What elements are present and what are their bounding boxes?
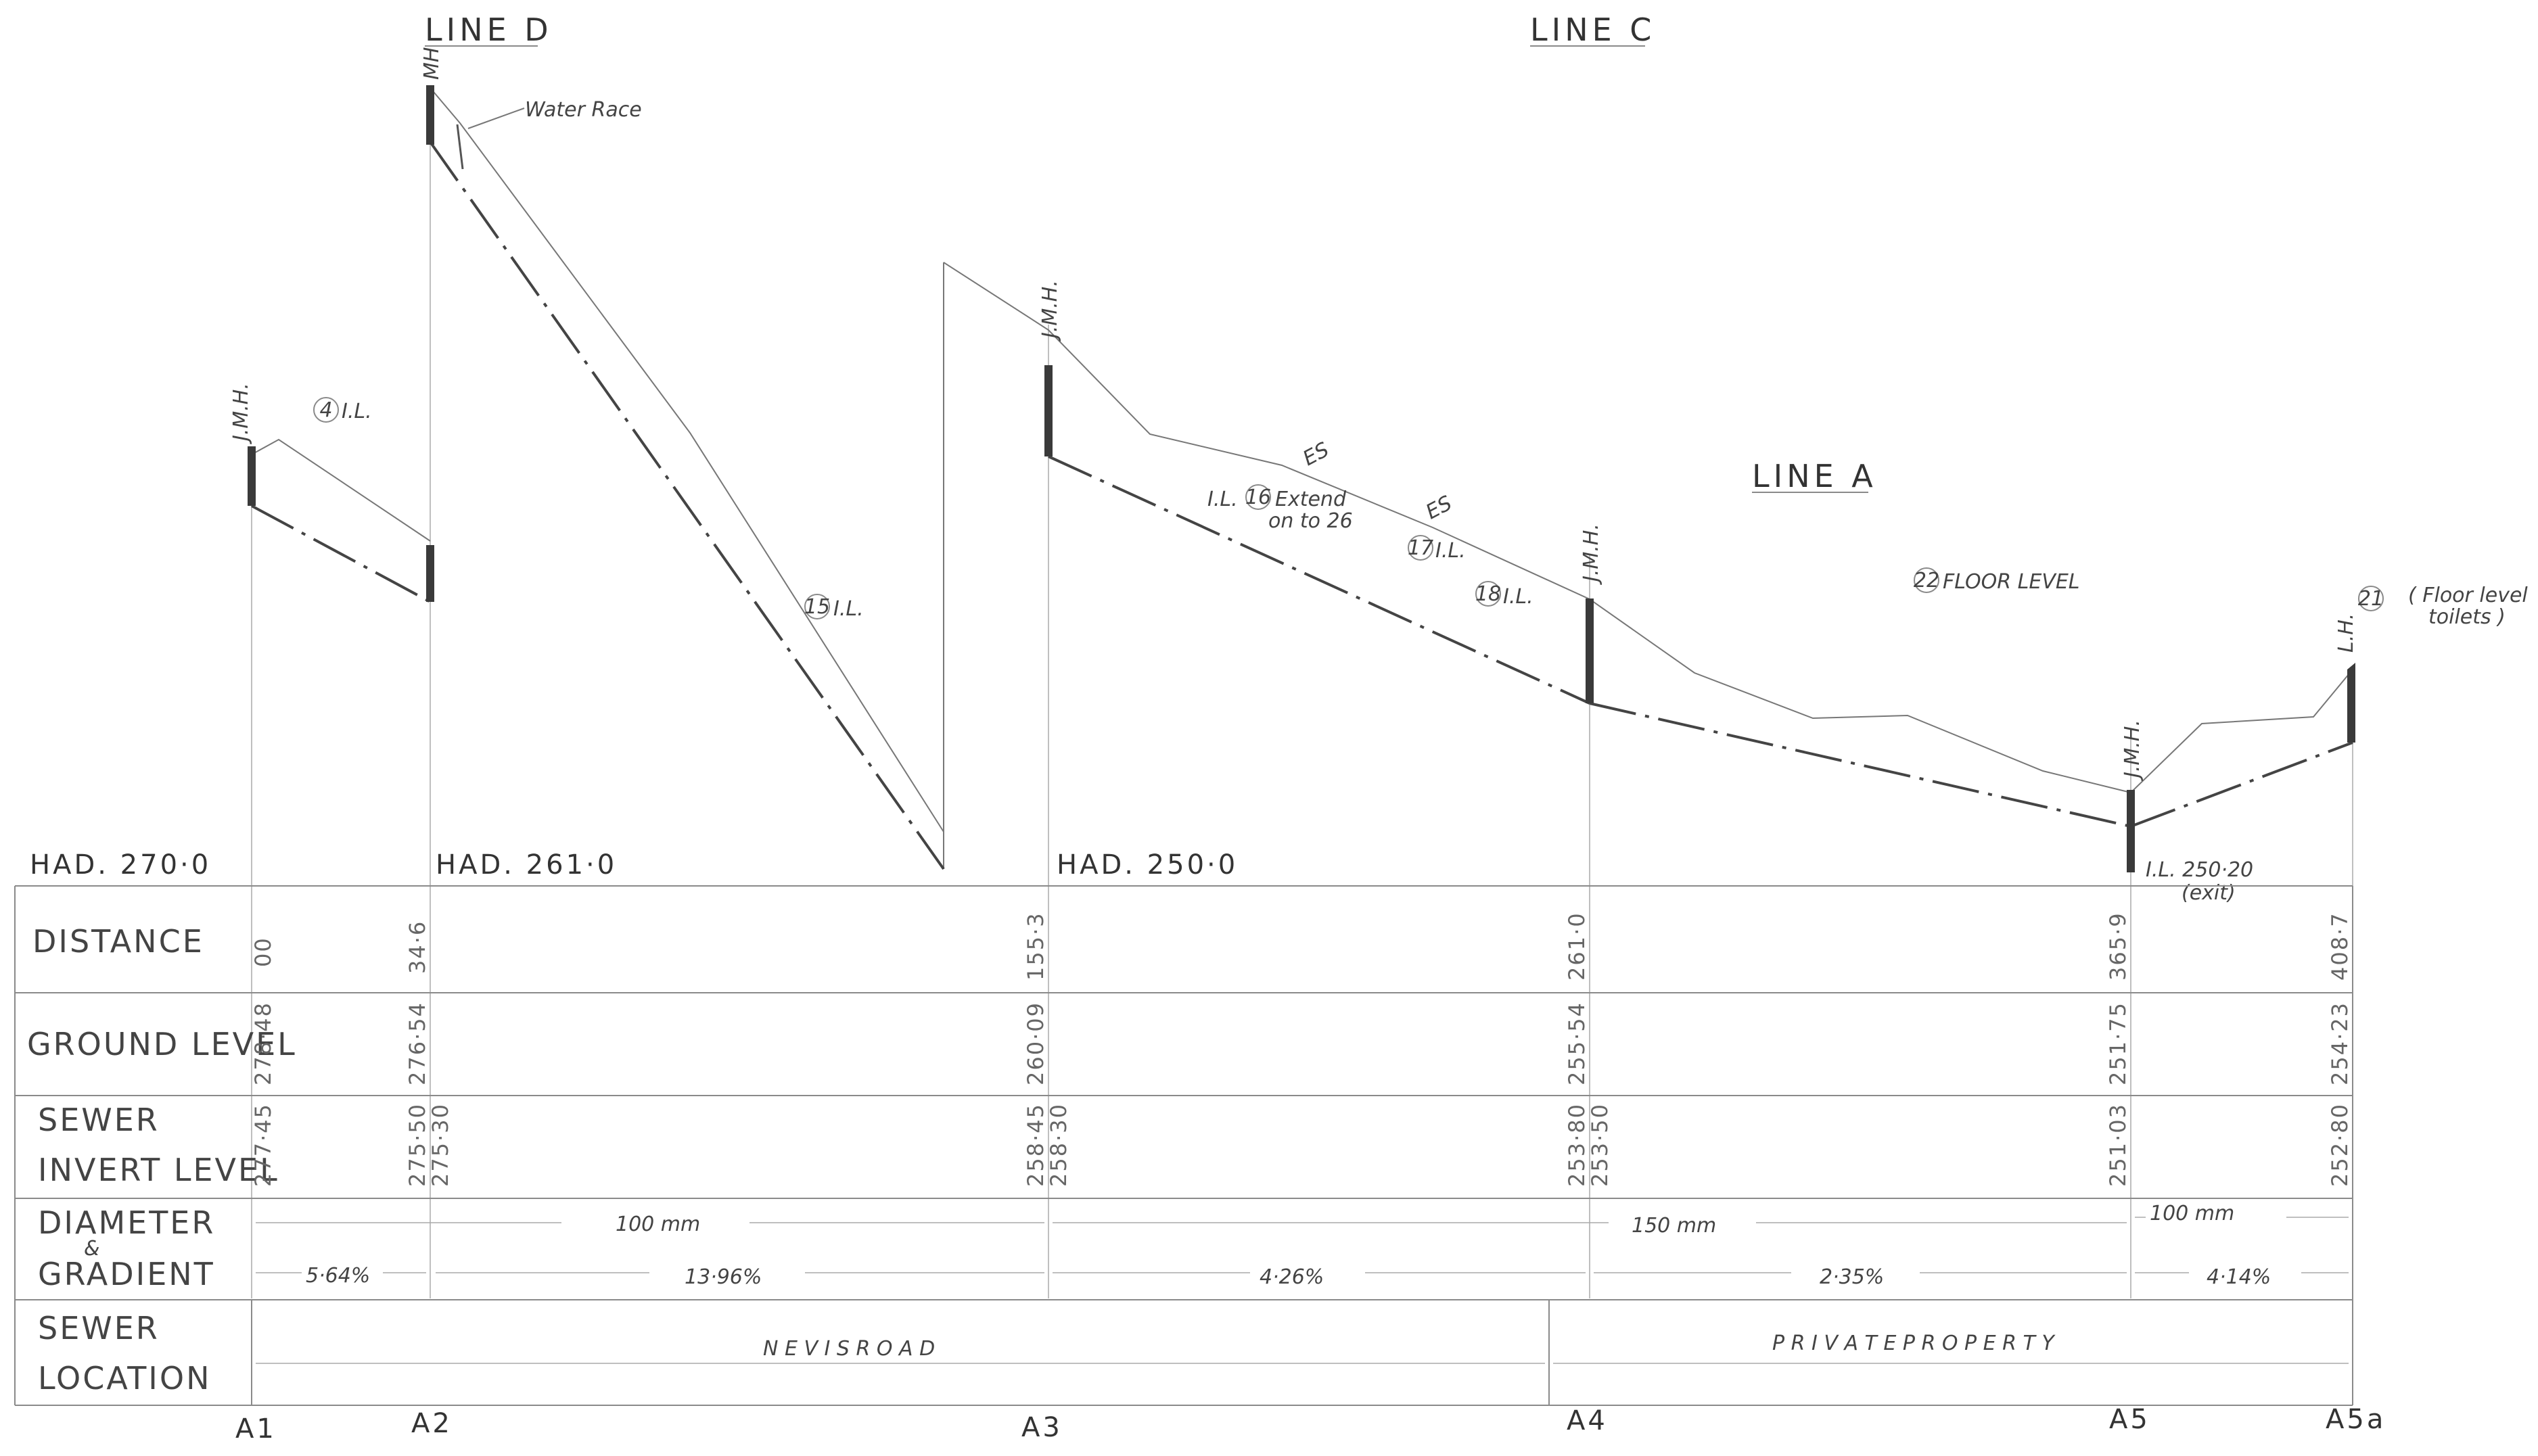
invert-a5: 251·03 bbox=[2105, 1103, 2131, 1187]
line-a-title: LINE A bbox=[1752, 458, 1877, 494]
invert-a1: 277·45 bbox=[250, 1103, 276, 1187]
ground-a1: 278·48 bbox=[250, 1002, 276, 1085]
gradient-a1-a2: 5·64% bbox=[306, 1264, 370, 1288]
svg-text:I.L.: I.L. bbox=[342, 400, 372, 423]
station-values: 00 278·48 277·45 34·6 276·54 275·50 275·… bbox=[250, 912, 2353, 1187]
row-sewer-invert-1: SEWER bbox=[38, 1102, 160, 1138]
location-nevis-road: N E V I S R O A D bbox=[763, 1337, 935, 1361]
datum-261: HAD. 261·0 bbox=[436, 849, 617, 880]
diameter-dimensions bbox=[256, 1217, 2349, 1223]
invert-a3-1: 258·45 bbox=[1023, 1103, 1048, 1187]
svg-text:I.L.: I.L. bbox=[1207, 488, 1238, 511]
invert-a5a: 252·80 bbox=[2327, 1103, 2353, 1187]
distance-a2: 34·6 bbox=[405, 920, 430, 974]
svg-text:17: 17 bbox=[1408, 536, 1433, 560]
invert-a4-1: 253·80 bbox=[1564, 1103, 1590, 1187]
table-grid bbox=[14, 885, 2353, 1406]
station-a2: A2 bbox=[411, 1408, 453, 1439]
distance-a1: 00 bbox=[250, 937, 276, 967]
svg-text:Extend: Extend bbox=[1275, 488, 1347, 511]
row-gradient: GRADIENT bbox=[38, 1256, 215, 1292]
gradient-a5-a5a: 4·14% bbox=[2207, 1265, 2271, 1289]
il-exit-label: I.L. 250·20 bbox=[2146, 858, 2253, 882]
row-location-1: SEWER bbox=[38, 1310, 160, 1346]
water-race-marker: Water Race bbox=[456, 98, 642, 170]
annotation-15: 15 I.L. bbox=[804, 594, 864, 621]
jmh-label-a3: J.M.H. bbox=[1038, 280, 1062, 342]
location-private-property: P R I V A T E P R O P E R T Y bbox=[1772, 1332, 2056, 1355]
invert-a2-2: 275·30 bbox=[428, 1103, 453, 1187]
svg-text:22: 22 bbox=[1914, 569, 1939, 592]
invert-a3-2: 258·30 bbox=[1046, 1103, 1071, 1187]
lamphole-a5a bbox=[2347, 663, 2355, 743]
svg-text:15: 15 bbox=[804, 595, 830, 619]
ground-a5: 251·75 bbox=[2105, 1002, 2131, 1085]
distance-a3: 155·3 bbox=[1023, 912, 1048, 981]
station-names: A1 A2 A3 A4 A5 A5a bbox=[235, 1404, 2386, 1445]
invert-a2-1: 275·50 bbox=[405, 1103, 430, 1187]
station-a5a: A5a bbox=[2326, 1404, 2386, 1435]
ground-profile bbox=[251, 87, 2353, 869]
ground-a2: 276·54 bbox=[405, 1002, 430, 1085]
svg-text:I.L.: I.L. bbox=[1435, 539, 1466, 563]
datum-270: HAD. 270·0 bbox=[30, 849, 211, 880]
annotation-17: 17 I.L. bbox=[1408, 535, 1466, 563]
svg-text:toilets ): toilets ) bbox=[2428, 605, 2506, 629]
station-verticals bbox=[251, 88, 2353, 1298]
mh-label-line-d: MH bbox=[420, 47, 444, 80]
distance-a4: 261·0 bbox=[1564, 912, 1590, 981]
jmh-label-a1: J.M.H. bbox=[229, 383, 253, 444]
row-diameter: DIAMETER bbox=[38, 1204, 215, 1241]
station-a3: A3 bbox=[1021, 1412, 1063, 1443]
distance-a5a: 408·7 bbox=[2327, 912, 2353, 981]
row-sewer-invert-2: INVERT LEVEL bbox=[38, 1152, 279, 1188]
line-d-title: LINE D bbox=[425, 11, 553, 48]
row-location-2: LOCATION bbox=[38, 1360, 212, 1396]
ground-a3: 260·09 bbox=[1023, 1002, 1048, 1085]
gradient-a2-a3: 13·96% bbox=[685, 1265, 762, 1289]
gradient-a4-a5: 2·35% bbox=[1820, 1265, 1884, 1289]
ground-a4: 255·54 bbox=[1564, 1002, 1590, 1085]
es-mark-1: ES bbox=[1299, 438, 1333, 471]
svg-text:I.L.: I.L. bbox=[833, 597, 864, 621]
annotation-22: 22 FLOOR LEVEL bbox=[1914, 567, 2080, 594]
lh-label-a5a: L.H. bbox=[2334, 613, 2358, 653]
annotation-16: I.L. 16 Extend on to 26 bbox=[1207, 484, 1353, 533]
line-c-title: LINE C bbox=[1530, 11, 1655, 48]
station-a4: A4 bbox=[1567, 1405, 1608, 1436]
svg-text:4: 4 bbox=[319, 398, 332, 422]
station-a1: A1 bbox=[235, 1413, 277, 1445]
jmh-label-a5: J.M.H. bbox=[2121, 720, 2144, 781]
svg-text:21: 21 bbox=[2358, 587, 2384, 611]
diameter-100mm: 100 mm bbox=[616, 1213, 700, 1236]
svg-text:18: 18 bbox=[1475, 582, 1501, 606]
invert-profile bbox=[251, 141, 2353, 870]
ground-a5a: 254·23 bbox=[2327, 1002, 2353, 1085]
svg-text:FLOOR LEVEL: FLOOR LEVEL bbox=[1943, 570, 2080, 594]
row-distance: DISTANCE bbox=[32, 923, 204, 960]
water-race-label: Water Race bbox=[525, 98, 642, 122]
svg-text:16: 16 bbox=[1245, 486, 1271, 509]
station-a5: A5 bbox=[2109, 1404, 2150, 1435]
annotation-21: 21 ( Floor level toilets ) bbox=[2358, 584, 2529, 629]
diameter-100mm-b: 100 mm bbox=[2150, 1202, 2234, 1225]
row-diameter-amp: & bbox=[84, 1237, 99, 1261]
datum-250: HAD. 250·0 bbox=[1057, 849, 1238, 880]
es-mark-2: ES bbox=[1422, 492, 1456, 525]
distance-a5: 365·9 bbox=[2105, 912, 2131, 981]
svg-text:I.L.: I.L. bbox=[1503, 585, 1533, 609]
annotation-4: 4 I.L. bbox=[313, 397, 372, 423]
il-exit-note: (exit) bbox=[2182, 881, 2236, 905]
diameter-150mm: 150 mm bbox=[1632, 1214, 1716, 1238]
invert-a4-2: 253·50 bbox=[1587, 1103, 1613, 1187]
svg-text:( Floor level: ( Floor level bbox=[2408, 584, 2528, 607]
jmh-label-a4: J.M.H. bbox=[1579, 523, 1603, 585]
annotation-18: 18 I.L. bbox=[1475, 581, 1533, 609]
row-ground-level: GROUND LEVEL bbox=[27, 1026, 297, 1062]
gradient-a3-a4: 4·26% bbox=[1260, 1265, 1324, 1289]
svg-text:on to 26: on to 26 bbox=[1268, 509, 1353, 533]
manholes bbox=[248, 85, 2355, 872]
